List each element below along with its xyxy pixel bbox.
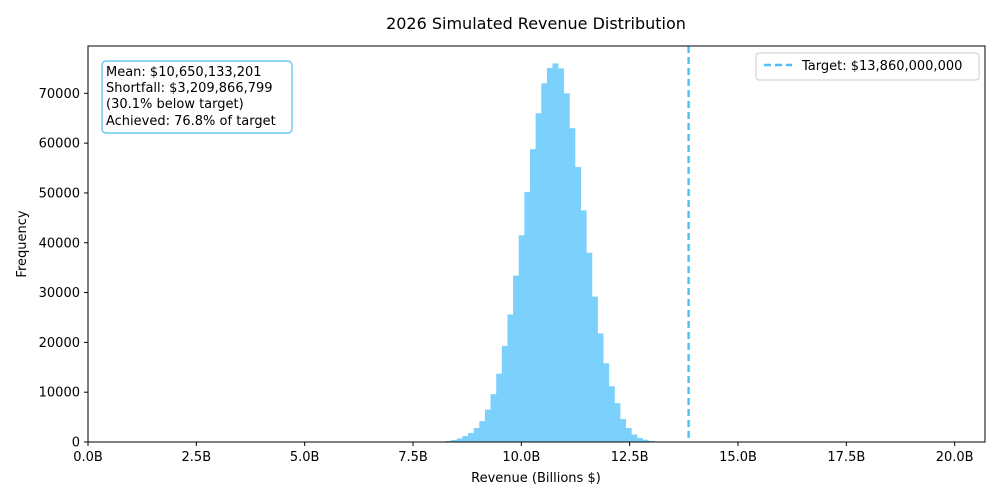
x-tick-label: 10.0B: [502, 450, 540, 465]
histogram-bar: [552, 63, 559, 443]
x-axis-label: Revenue (Billions $): [471, 471, 601, 486]
histogram-bar: [513, 275, 520, 442]
y-tick-label: 60000: [39, 137, 80, 152]
histogram-bar: [451, 440, 458, 442]
y-tick-label: 70000: [39, 87, 80, 102]
histogram-bar: [558, 68, 565, 443]
legend: Target: $13,860,000,000: [755, 52, 980, 81]
x-tick-label: 2.5B: [182, 450, 212, 465]
x-tick-label: 0.0B: [73, 450, 103, 465]
y-tick-label: 20000: [39, 336, 80, 351]
stats-shortfall: Shortfall: $3,209,866,799: [106, 81, 273, 96]
histogram-bar: [530, 149, 536, 443]
histogram-bar: [535, 113, 542, 442]
histogram-bar: [473, 428, 480, 442]
stats-below-target: (30.1% below target): [106, 97, 244, 112]
histogram-bar: [614, 403, 621, 442]
x-axis-ticks: 0.0B 2.5B 5.0B 7.5B 10.0B 12.5B 15.0B 17.5B 20.0…: [73, 442, 974, 465]
x-tick-label: 7.5B: [398, 450, 428, 465]
histogram-bar: [569, 128, 576, 442]
histogram-bar: [479, 421, 486, 442]
chart-title: 2026 Simulated Revenue Distribution: [386, 14, 686, 33]
x-tick-label: 15.0B: [719, 450, 757, 465]
histogram-bar: [541, 83, 548, 443]
histogram-bar: [546, 67, 553, 443]
x-tick-label: 5.0B: [290, 450, 320, 465]
stats-mean: Mean: $10,650,133,201: [106, 65, 262, 80]
histogram-bar: [631, 434, 638, 442]
histogram-bar: [518, 235, 525, 442]
y-tick-label: 0: [72, 436, 80, 451]
histogram-bar: [608, 386, 615, 442]
stats-annotation-box: Mean: $10,650,133,201 Shortfall: $3,209,…: [101, 60, 293, 134]
histogram-bar: [591, 296, 598, 442]
x-tick-label: 17.5B: [827, 450, 865, 465]
y-tick-label: 10000: [39, 386, 80, 401]
y-tick-label: 50000: [39, 186, 80, 201]
stats-achieved: Achieved: 76.8% of target: [106, 114, 276, 129]
y-axis-ticks: 0 10000 20000 30000 40000 50000 60000 70000: [39, 87, 88, 451]
histogram-bar: [580, 210, 587, 442]
histogram-bar: [524, 191, 531, 442]
x-tick-label: 20.0B: [936, 450, 974, 465]
histogram-bar: [456, 438, 463, 442]
x-tick-label: 12.5B: [611, 450, 649, 465]
y-axis-label: Frequency: [15, 210, 30, 277]
histogram-bars: [439, 63, 660, 443]
legend-frame: [755, 52, 980, 81]
histogram-bar: [496, 373, 503, 442]
histogram-bar: [484, 409, 491, 442]
histogram-bar: [637, 438, 643, 442]
stats-box-frame: [101, 60, 293, 134]
histogram-bar: [642, 439, 649, 442]
histogram-bar: [563, 93, 570, 442]
histogram-bar: [575, 167, 581, 443]
histogram-bar: [462, 436, 469, 442]
histogram-bar: [597, 333, 604, 442]
legend-target-label: Target: $13,860,000,000: [801, 59, 962, 74]
histogram-bar: [501, 345, 508, 442]
histogram-bar: [490, 394, 497, 442]
y-tick-label: 30000: [39, 286, 80, 301]
plot-frame: [87, 45, 986, 443]
y-tick-label: 40000: [39, 236, 80, 251]
histogram-bar: [507, 314, 514, 442]
histogram-bar: [620, 419, 627, 442]
histogram-bar: [468, 433, 474, 442]
histogram-bar: [586, 252, 593, 442]
histogram-bar: [625, 428, 632, 442]
histogram-bar: [603, 363, 610, 442]
